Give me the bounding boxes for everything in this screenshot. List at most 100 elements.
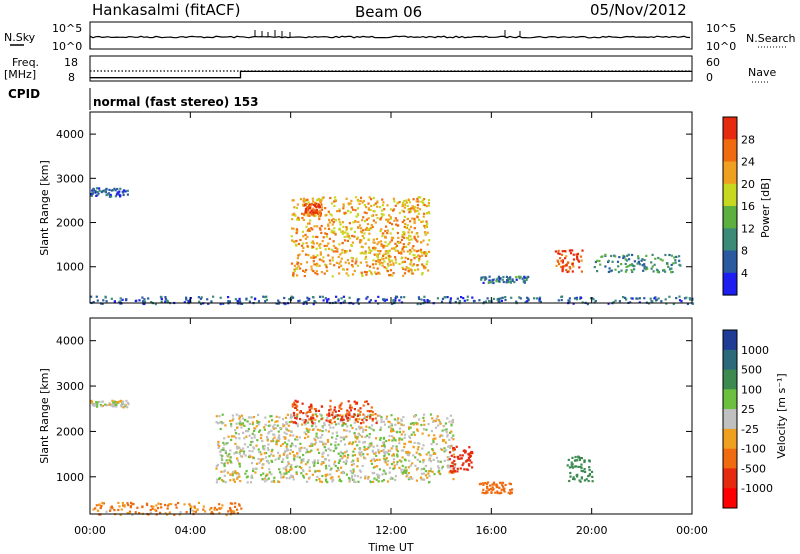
heatmap-cell bbox=[370, 249, 373, 252]
heatmap-cell bbox=[265, 451, 268, 455]
heatmap-cell bbox=[95, 187, 99, 190]
xtick-label: 16:00 bbox=[475, 524, 507, 537]
heatmap-cell bbox=[293, 206, 296, 209]
heatmap-cell bbox=[345, 272, 348, 275]
heatmap-cell bbox=[398, 439, 401, 442]
heatmap-cell bbox=[391, 259, 394, 262]
heatmap-cell bbox=[511, 488, 514, 491]
heatmap-cell bbox=[501, 484, 504, 487]
heatmap-cell bbox=[669, 267, 672, 270]
heatmap-cell bbox=[362, 229, 365, 232]
heatmap-cell bbox=[382, 441, 385, 444]
heatmap-cell bbox=[365, 273, 368, 276]
heatmap-cell bbox=[127, 503, 130, 507]
heatmap-cell bbox=[282, 476, 285, 479]
heatmap-cell bbox=[356, 436, 359, 439]
heatmap-cell bbox=[243, 437, 246, 440]
heatmap-cell bbox=[229, 456, 232, 459]
heatmap-cell bbox=[402, 245, 405, 249]
heatmap-cell bbox=[363, 415, 366, 418]
heatmap-cell bbox=[356, 414, 360, 417]
heatmap-cell bbox=[294, 416, 297, 419]
heatmap-cell bbox=[381, 444, 384, 448]
heatmap-cell bbox=[246, 445, 249, 449]
heatmap-cell bbox=[420, 251, 423, 254]
heatmap-cell bbox=[346, 456, 349, 459]
heatmap-cell bbox=[297, 254, 300, 257]
heatmap-cell bbox=[408, 426, 411, 429]
heatmap-cell bbox=[668, 295, 671, 298]
heatmap-cell bbox=[598, 259, 601, 263]
heatmap-cell bbox=[413, 254, 416, 257]
heatmap-cell bbox=[310, 241, 313, 244]
heatmap-cell bbox=[486, 487, 489, 490]
heatmap-cell bbox=[287, 429, 290, 432]
heatmap-cell bbox=[410, 231, 413, 234]
heatmap-cell bbox=[378, 451, 381, 454]
heatmap-cell bbox=[340, 264, 343, 267]
heatmap-cell bbox=[356, 264, 360, 267]
heatmap-cell bbox=[290, 295, 293, 298]
heatmap-cell bbox=[367, 246, 371, 249]
heatmap-cell bbox=[324, 464, 328, 467]
heatmap-cell bbox=[297, 262, 300, 265]
heatmap-cell bbox=[617, 270, 621, 274]
heatmap-cell bbox=[561, 270, 564, 273]
heatmap-cell bbox=[614, 299, 617, 302]
heatmap-cell bbox=[327, 430, 330, 433]
heatmap-cell bbox=[390, 447, 393, 450]
time-axis: 00:00 04:00 08:00 12:00 16:00 20:00 00:00 bbox=[74, 112, 708, 537]
heatmap-cell bbox=[468, 446, 471, 449]
heatmap-cell bbox=[583, 460, 586, 464]
heatmap-cell bbox=[501, 481, 505, 484]
heatmap-cell bbox=[560, 295, 563, 298]
heatmap-cell bbox=[415, 421, 418, 425]
heatmap-cell bbox=[283, 450, 287, 454]
heatmap-cell bbox=[331, 219, 334, 222]
heatmap-cell bbox=[489, 484, 492, 487]
heatmap-cell bbox=[332, 240, 335, 243]
heatmap-cell bbox=[421, 272, 424, 275]
heatmap-cell bbox=[305, 261, 309, 264]
heatmap-cell bbox=[149, 511, 152, 514]
heatmap-cell bbox=[326, 300, 329, 303]
heatmap-cell bbox=[313, 459, 316, 462]
heatmap-cell bbox=[264, 423, 267, 426]
heatmap-cell bbox=[294, 214, 297, 217]
heatmap-cell bbox=[655, 298, 658, 301]
heatmap-cell bbox=[422, 239, 425, 242]
heatmap-cell bbox=[426, 231, 429, 234]
heatmap-cell bbox=[356, 212, 359, 216]
heatmap-cell bbox=[618, 300, 621, 303]
heatmap-cell bbox=[247, 430, 250, 433]
heatmap-cell bbox=[282, 467, 285, 470]
heatmap-cell bbox=[278, 416, 281, 419]
heatmap-cell bbox=[196, 508, 199, 511]
heatmap-cell bbox=[375, 213, 378, 217]
heatmap-cell bbox=[407, 231, 410, 234]
heatmap-cell bbox=[460, 296, 463, 299]
heatmap-cell bbox=[503, 490, 506, 493]
heatmap-cell bbox=[305, 268, 308, 272]
heatmap-cell bbox=[401, 438, 404, 441]
heatmap-cell bbox=[331, 411, 334, 414]
heatmap-cell bbox=[317, 436, 320, 440]
heatmap-cell bbox=[251, 421, 254, 424]
heatmap-cell bbox=[469, 452, 472, 455]
heatmap-cell bbox=[526, 299, 529, 303]
heatmap-cell bbox=[355, 428, 358, 431]
heatmap-cell bbox=[128, 510, 132, 513]
heatmap-cell bbox=[126, 189, 129, 192]
heatmap-cell bbox=[367, 403, 370, 406]
heatmap-cell bbox=[164, 296, 167, 299]
heatmap-cell bbox=[326, 438, 329, 442]
heatmap-cell bbox=[411, 264, 414, 267]
heatmap-cell bbox=[453, 466, 456, 469]
heatmap-cell bbox=[394, 423, 397, 426]
heatmap-cell bbox=[577, 465, 580, 468]
heatmap-cell bbox=[418, 257, 421, 261]
heatmap-cell bbox=[643, 259, 646, 262]
heatmap-cell bbox=[217, 446, 220, 449]
heatmap-cell bbox=[259, 429, 262, 432]
heatmap-cell bbox=[305, 225, 308, 228]
